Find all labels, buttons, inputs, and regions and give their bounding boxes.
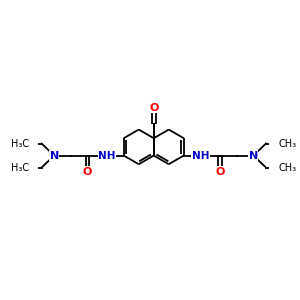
Text: H₃C: H₃C [11, 139, 29, 148]
Text: O: O [149, 103, 158, 113]
Text: O: O [215, 167, 225, 177]
Text: N: N [249, 151, 258, 160]
Text: NH: NH [192, 151, 209, 160]
Text: CH₃: CH₃ [278, 163, 296, 172]
Text: NH: NH [98, 151, 116, 160]
Text: CH₃: CH₃ [278, 139, 296, 148]
Text: O: O [83, 167, 92, 177]
Text: H₃C: H₃C [11, 163, 29, 172]
Text: N: N [50, 151, 59, 160]
